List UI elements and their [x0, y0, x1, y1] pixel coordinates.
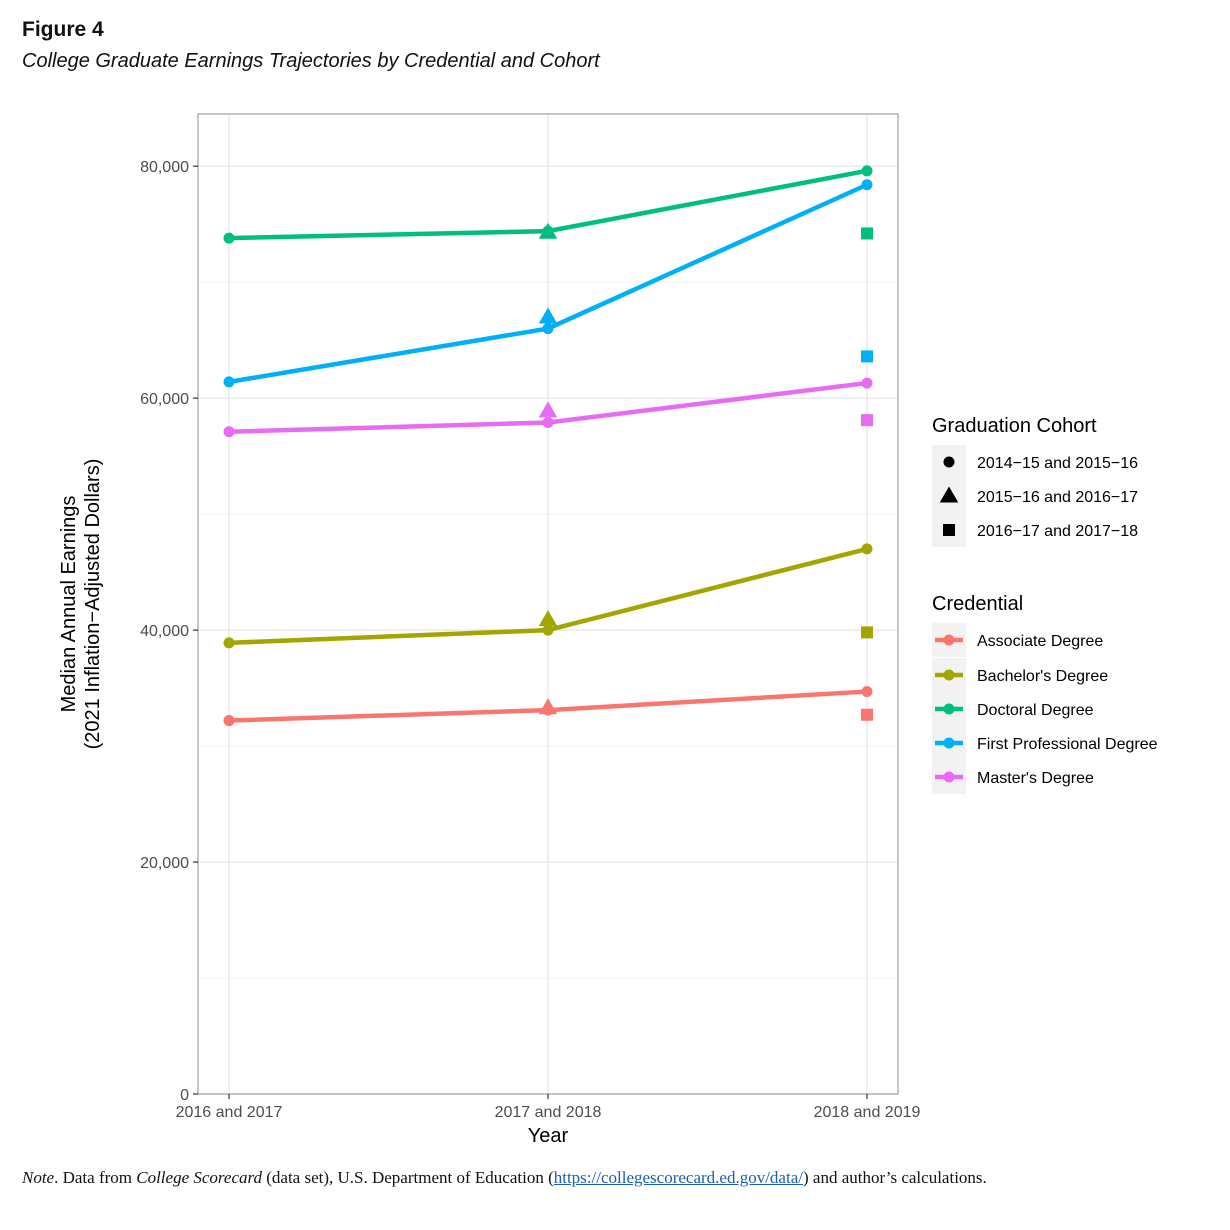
legend-line-marker	[943, 771, 955, 783]
legend-triangle-marker	[939, 486, 959, 503]
point-triangle-bachelor-s-degree	[538, 610, 558, 627]
point-triangle-first-professional-degree	[538, 307, 558, 324]
cohort-legend-title: Graduation Cohort	[932, 415, 1097, 437]
credential-legend-title: Credential	[932, 593, 1023, 615]
point-square-associate-degree	[861, 708, 873, 721]
cohort-legend-label: 2015−16 and 2016−17	[977, 489, 1138, 506]
credential-legend-label: Doctoral Degree	[977, 702, 1094, 719]
x-tick-label: 2017 and 2018	[495, 1104, 602, 1121]
y-axis-title-line1: Median Annual Earnings	[58, 496, 80, 713]
point-triangle-master-s-degree	[538, 401, 558, 418]
x-axis-title: Year	[528, 1125, 569, 1147]
point-circle-master-s-degree	[861, 377, 873, 389]
legend-square-marker	[943, 524, 955, 536]
y-tick-label: 20,000	[140, 855, 189, 872]
note-link[interactable]: https://collegescorecard.ed.gov/data/	[553, 1168, 803, 1187]
cohort-legend-label: 2016−17 and 2017−18	[977, 523, 1138, 540]
legend-line-marker	[943, 737, 955, 749]
y-tick-label: 40,000	[140, 623, 189, 640]
note-text-1: . Data from	[54, 1168, 137, 1187]
point-square-first-professional-degree	[861, 350, 873, 363]
point-circle-first-professional-degree	[223, 376, 235, 388]
point-circle-doctoral-degree	[861, 165, 873, 177]
legend-circle-marker	[943, 456, 955, 468]
point-circle-first-professional-degree	[542, 323, 554, 335]
point-circle-associate-degree	[223, 715, 235, 727]
y-tick-label: 0	[180, 1087, 189, 1104]
point-circle-bachelor-s-degree	[223, 637, 235, 649]
figure-title: College Graduate Earnings Trajectories b…	[22, 50, 600, 72]
legend-line-marker	[943, 703, 955, 715]
x-tick-label: 2016 and 2017	[176, 1104, 283, 1121]
note-text-3: ) and author’s calculations.	[802, 1168, 987, 1187]
point-circle-associate-degree	[861, 686, 873, 698]
x-tick-label: 2018 and 2019	[814, 1104, 921, 1121]
point-square-bachelor-s-degree	[861, 626, 873, 639]
earnings-chart: 0 20,000 40,000 60,000 80,000 2016 and 2017 20…	[58, 113, 1158, 1147]
point-circle-master-s-degree	[542, 416, 554, 428]
cohort-legend-label: 2014−15 and 2015−16	[977, 455, 1138, 472]
note-source: College Scorecard	[136, 1168, 262, 1187]
point-circle-bachelor-s-degree	[542, 624, 554, 636]
credential-legend-label: First Professional Degree	[977, 736, 1158, 753]
credential-legend-label: Associate Degree	[977, 633, 1103, 650]
point-circle-first-professional-degree	[861, 179, 873, 191]
point-circle-bachelor-s-degree	[861, 543, 873, 555]
y-tick-label: 60,000	[140, 391, 189, 408]
note-text-2: (data set), U.S. Department of Education…	[261, 1168, 554, 1187]
point-triangle-doctoral-degree	[538, 222, 558, 239]
legend-line-marker	[943, 634, 955, 646]
y-tick-label: 80,000	[140, 159, 189, 176]
point-square-master-s-degree	[861, 414, 873, 427]
figure-label: Figure 4	[22, 18, 104, 41]
credential-legend-label: Bachelor's Degree	[977, 668, 1108, 685]
point-circle-doctoral-degree	[223, 232, 235, 244]
credential-legend-label: Master's Degree	[977, 770, 1094, 787]
note-word: Note	[22, 1168, 55, 1187]
y-axis-title-line2: (2021 Inflation−Adjusted Dollars)	[82, 459, 104, 750]
legend-line-marker	[943, 669, 955, 681]
point-triangle-associate-degree	[538, 698, 558, 715]
figure-note: Note. Data from College Scorecard (data …	[22, 1168, 987, 1188]
point-square-doctoral-degree	[861, 227, 873, 240]
point-circle-master-s-degree	[223, 426, 235, 438]
